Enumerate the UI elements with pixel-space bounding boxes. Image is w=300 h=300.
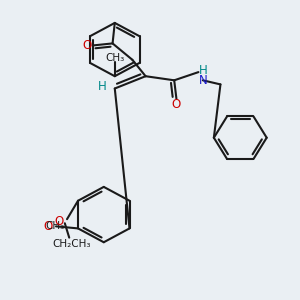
Text: O: O [172, 98, 181, 111]
Text: CH₃: CH₃ [105, 53, 124, 63]
Text: H: H [98, 80, 107, 93]
Text: CH₂CH₃: CH₂CH₃ [52, 239, 91, 249]
Text: H: H [199, 64, 207, 76]
Text: O: O [82, 39, 92, 52]
Text: O: O [44, 220, 53, 233]
Text: N: N [199, 74, 207, 87]
Text: O: O [55, 215, 64, 228]
Text: CH₃: CH₃ [45, 221, 64, 231]
